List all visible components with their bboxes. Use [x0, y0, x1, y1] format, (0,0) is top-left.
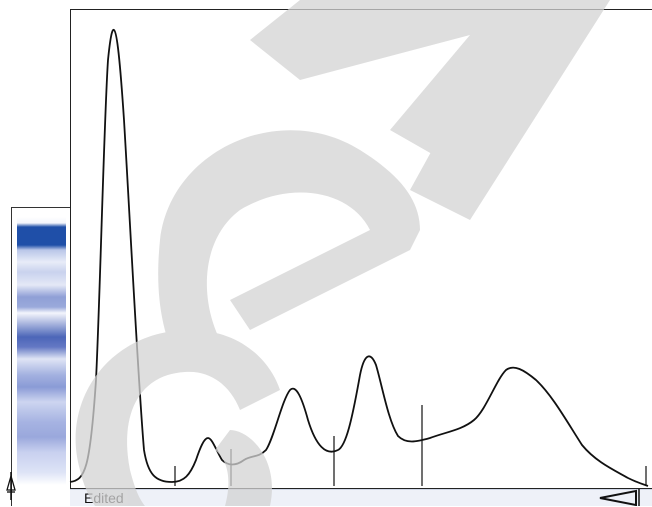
origin-marker-icon[interactable]	[4, 470, 18, 502]
segment-dividers	[174, 405, 647, 486]
triangle-marker-icon[interactable]	[598, 488, 642, 506]
status-label: Edited	[84, 490, 124, 506]
status-bar	[70, 489, 652, 506]
densitometry-trace	[69, 28, 649, 487]
gel-lane-image	[17, 217, 66, 485]
